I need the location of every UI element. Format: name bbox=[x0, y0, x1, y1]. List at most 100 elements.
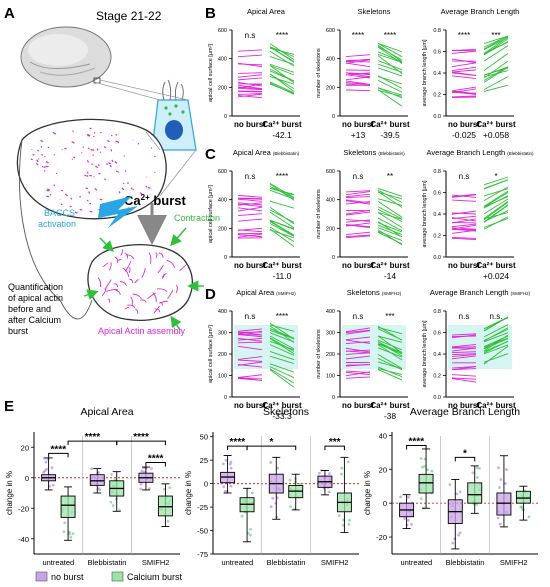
significance-label: n.s bbox=[245, 172, 256, 181]
x-category-label: no burst bbox=[234, 401, 266, 410]
y-tick-label: 400 bbox=[326, 309, 335, 315]
x-category-label: no burst bbox=[234, 120, 266, 129]
y-tick-label: -75 bbox=[197, 550, 208, 559]
delta-label: +13 bbox=[351, 130, 366, 140]
x-category-label: Ca²⁺ burst bbox=[476, 120, 516, 129]
y-tick-label: 400 bbox=[218, 57, 227, 63]
y-tick-label: 40 bbox=[379, 431, 387, 440]
group-label: Blebbistatin bbox=[88, 558, 127, 567]
x-category-label: Ca²⁺ burst bbox=[370, 261, 410, 270]
delta-label: -11.0 bbox=[273, 271, 292, 281]
significance-bracket: **** bbox=[67, 432, 118, 446]
box-calcium-burst bbox=[109, 471, 125, 512]
x-category-label: Ca²⁺ burst bbox=[476, 401, 516, 410]
y-tick-label: 600 bbox=[326, 28, 335, 34]
y-tick-label: 0.6 bbox=[433, 50, 441, 56]
cell-before-burst bbox=[16, 118, 167, 220]
significance-label: ** bbox=[387, 172, 393, 181]
delta-label: -42.1 bbox=[272, 130, 292, 140]
lightning-icon bbox=[98, 196, 138, 228]
legend: no burst Calcium burst bbox=[35, 571, 183, 582]
y-tick-label: 300 bbox=[326, 331, 335, 337]
plot-title: Skeletons (SMIFH2) bbox=[347, 288, 402, 297]
box-calcium-burst bbox=[60, 486, 76, 541]
box-no-burst bbox=[41, 456, 57, 491]
y-tick-label: 20 bbox=[379, 465, 387, 474]
significance-label: n.s bbox=[353, 312, 364, 321]
quantification-line: burst bbox=[8, 326, 29, 336]
panel-letter: C bbox=[205, 146, 216, 163]
group-label: SMIFH2 bbox=[500, 558, 528, 567]
panel-letter: D bbox=[205, 286, 216, 303]
legend-swatch bbox=[111, 571, 124, 582]
panel-a-letter: A bbox=[4, 5, 15, 22]
actin-dots-before bbox=[30, 127, 156, 216]
x-category-label: Ca²⁺ burst bbox=[262, 261, 302, 270]
y-axis-label: change in % bbox=[5, 471, 14, 515]
y-tick-label: 600 bbox=[218, 169, 227, 175]
significance-label: * bbox=[269, 437, 273, 448]
y-tick-label: 0 bbox=[224, 114, 227, 120]
x-category-label: Ca²⁺ burst bbox=[370, 120, 410, 129]
y-axis-label: change in % bbox=[184, 471, 193, 515]
plot-title: Apical Area (Blebbistatin) bbox=[233, 148, 300, 157]
x-category-label: Ca²⁺ burst bbox=[262, 120, 302, 129]
x-category-label: no burst bbox=[448, 261, 480, 270]
y-tick-label: 400 bbox=[218, 309, 227, 315]
y-tick-label: 0.0 bbox=[433, 255, 441, 261]
significance-label: **** bbox=[458, 31, 470, 40]
x-category-label: Ca²⁺ burst bbox=[476, 261, 516, 270]
legend-label: no burst bbox=[51, 572, 84, 582]
y-tick-label: 400 bbox=[326, 198, 335, 204]
significance-label: **** bbox=[133, 432, 149, 443]
significance-label: **** bbox=[230, 437, 246, 448]
significance-bracket: * bbox=[246, 437, 297, 451]
significance-label: *** bbox=[385, 312, 394, 321]
y-tick-label: 300 bbox=[218, 331, 227, 337]
group-label: SMIFH2 bbox=[142, 558, 170, 567]
pairs-plot: Apical Area (Blebbistatin) 600 400 200 0 apica… bbox=[208, 148, 302, 281]
y-axis-label: average branch length [µm] bbox=[422, 180, 428, 248]
pairs-plot: Average Branch Length 0.8 0.6 0.4 0.2 0.0 aver… bbox=[422, 7, 519, 140]
baccs-label: BACCS bbox=[44, 208, 75, 218]
y-tick-label: 0.4 bbox=[433, 352, 441, 358]
y-axis-label: apical cell surface [µm²] bbox=[208, 185, 214, 243]
y-tick-label: 400 bbox=[218, 198, 227, 204]
quantification-line: Quantification bbox=[8, 282, 63, 292]
significance-bracket: **** bbox=[116, 432, 166, 446]
y-tick-label: 0.4 bbox=[433, 212, 441, 218]
group-label: SMIFH2 bbox=[321, 558, 349, 567]
box-calcium-burst bbox=[239, 487, 255, 543]
box-no-burst bbox=[496, 455, 512, 528]
quantification-line: before and bbox=[8, 304, 51, 314]
y-tick-label: -40 bbox=[18, 535, 29, 544]
boxplot-chart: Apical Area 20 0 -20 -40 change in % **** **** *… bbox=[5, 406, 180, 567]
y-tick-label: 0.0 bbox=[433, 395, 441, 401]
pairs-plot: Skeletons (SMIFH2) 400 300 200 100 0 number of … bbox=[316, 288, 410, 421]
box-no-burst bbox=[220, 455, 236, 494]
y-tick-label: 600 bbox=[326, 169, 335, 175]
box-calcium-burst bbox=[418, 448, 434, 510]
y-tick-label: -25 bbox=[197, 503, 208, 512]
significance-label: *** bbox=[491, 31, 500, 40]
y-tick-label: 0.0 bbox=[433, 114, 441, 120]
panels-bcd: B Apical Area 600 400 200 0 apical cell surfac… bbox=[205, 5, 534, 421]
significance-label: **** bbox=[51, 444, 67, 455]
group-label: Blebbistatin bbox=[446, 558, 485, 567]
significance-label: **** bbox=[148, 454, 164, 465]
cell-after-burst bbox=[87, 244, 193, 321]
box-no-burst bbox=[447, 478, 463, 550]
y-tick-label: 0.2 bbox=[433, 234, 441, 240]
group-label: untreated bbox=[400, 558, 432, 567]
box-no-burst bbox=[317, 469, 333, 496]
y-tick-label: -20 bbox=[18, 504, 29, 513]
y-tick-label: 200 bbox=[326, 352, 335, 358]
significance-label: **** bbox=[384, 31, 396, 40]
delta-label: -0.025 bbox=[452, 130, 476, 140]
y-tick-label: 0 bbox=[25, 474, 29, 483]
y-tick-label: 0.4 bbox=[433, 71, 441, 77]
plot-title: Skeletons bbox=[358, 7, 391, 16]
significance-bracket: * bbox=[454, 448, 476, 462]
